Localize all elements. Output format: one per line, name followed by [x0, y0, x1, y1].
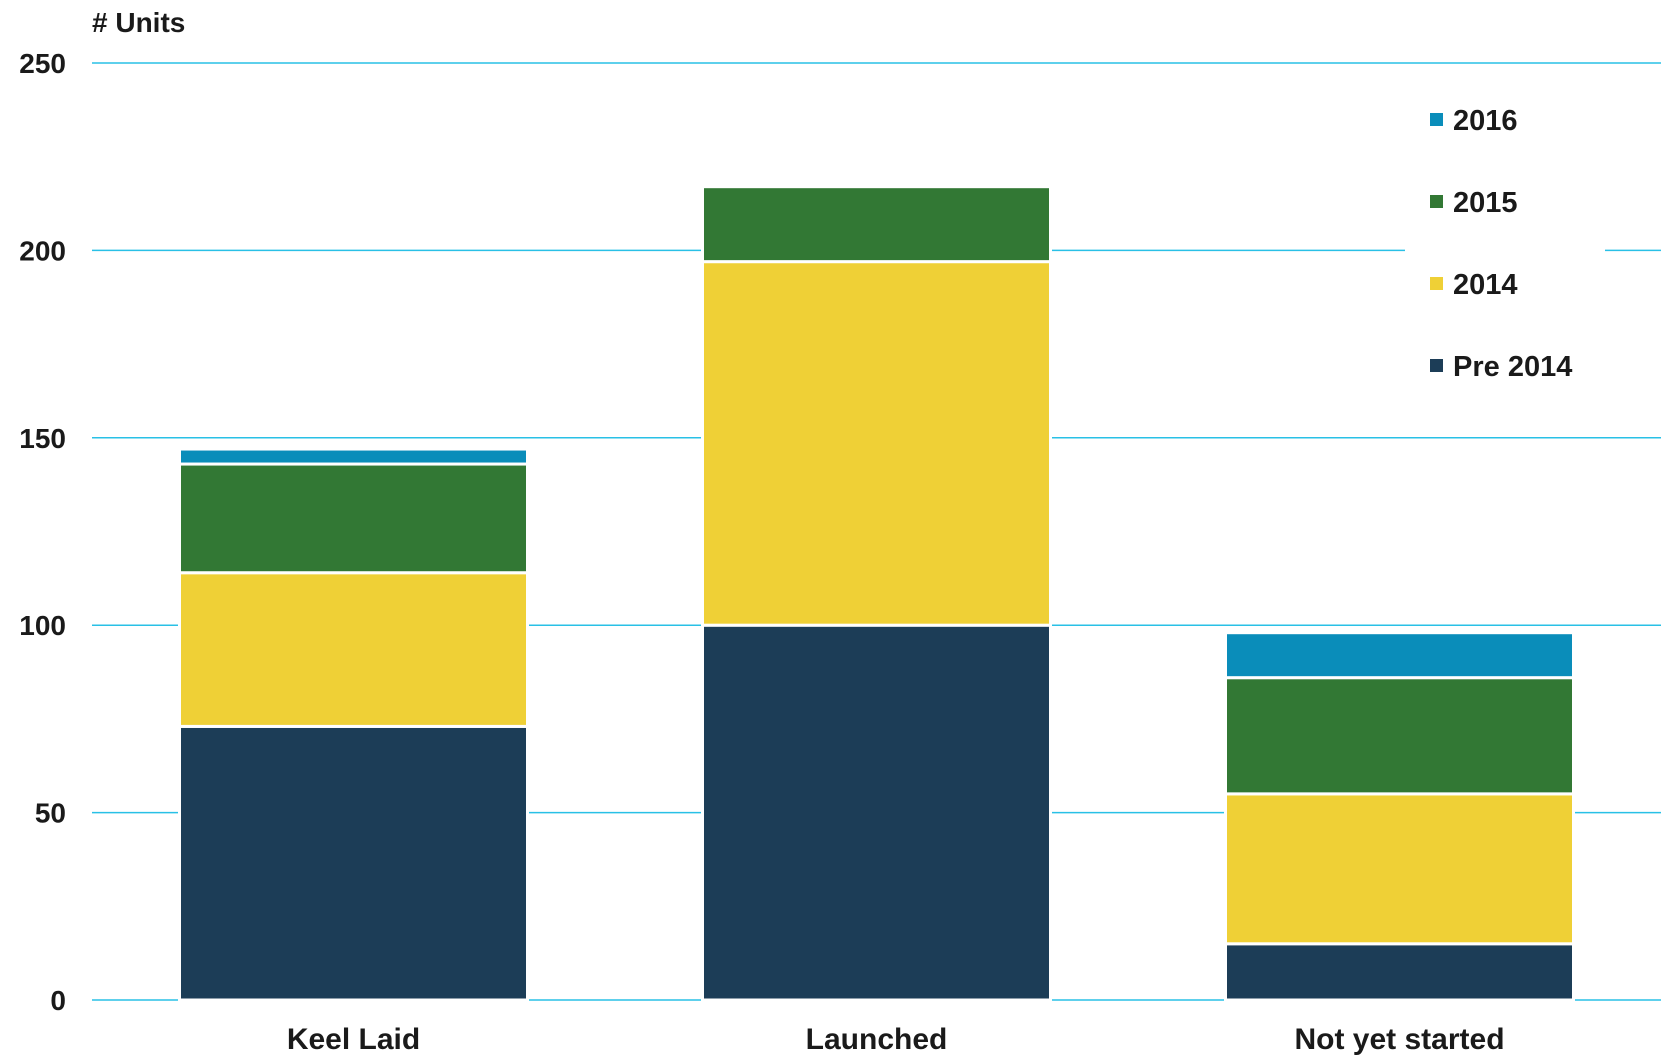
legend-label: 2015 — [1453, 187, 1518, 219]
x-tick-label: Keel Laid — [287, 1023, 420, 1056]
legend-label: 2014 — [1453, 269, 1518, 301]
axes: # Units 0 50 100 150 200 250 Keel Laid Launched… — [19, 7, 1504, 1056]
bar-segment-2016 — [178, 447, 529, 466]
x-tick-label: Not yet started — [1294, 1023, 1504, 1056]
bar-segment-2015 — [701, 185, 1052, 264]
y-axis-label: # Units — [92, 7, 185, 38]
x-tick-label: Launched — [806, 1023, 948, 1056]
bar-segment-2014 — [701, 260, 1052, 627]
bar-segment-pre-2014 — [178, 724, 529, 1002]
bars — [178, 185, 1575, 1002]
y-tick-label: 250 — [19, 48, 66, 79]
y-tick-label: 100 — [19, 610, 66, 641]
y-tick-label: 0 — [50, 985, 66, 1016]
bar-segment-2015 — [1224, 676, 1575, 796]
y-tick-label: 50 — [35, 798, 66, 829]
legend-label: Pre 2014 — [1453, 351, 1572, 383]
bar-segment-2014 — [178, 571, 529, 728]
bar-segment-pre-2014 — [701, 623, 1052, 1002]
y-tick-label: 200 — [19, 235, 66, 266]
legend-background — [1405, 92, 1605, 402]
bar-segment-pre-2014 — [1224, 942, 1575, 1002]
legend-swatch — [1430, 195, 1443, 208]
legend-label: 2016 — [1453, 105, 1518, 137]
legend-swatch — [1430, 113, 1443, 126]
bar-segment-2015 — [178, 462, 529, 575]
bar-segment-2014 — [1224, 792, 1575, 946]
legend: 2016 2015 2014 Pre 2014 — [1405, 92, 1605, 402]
legend-swatch — [1430, 359, 1443, 372]
bar-segment-2016 — [1224, 631, 1575, 680]
y-tick-label: 150 — [19, 423, 66, 454]
legend-swatch — [1430, 277, 1443, 290]
